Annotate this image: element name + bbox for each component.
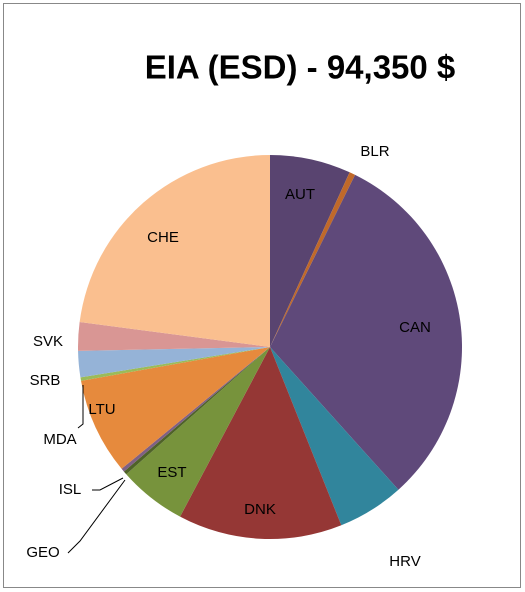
pie-slice (77, 322, 270, 351)
slice-label: CHE (147, 229, 179, 246)
leader-line (67, 479, 126, 554)
pie-slice (270, 174, 462, 490)
pie-slice (270, 155, 350, 347)
pie-slice (79, 155, 270, 347)
slice-label: SRB (30, 372, 61, 389)
slice-label: DNK (244, 501, 276, 518)
slice-label: ISL (59, 481, 82, 498)
slice-label: EST (157, 464, 186, 481)
pie-slice (81, 347, 270, 469)
leader-line (77, 385, 84, 429)
leader-line (92, 477, 124, 491)
pie-slice (180, 347, 342, 539)
pie-slice (270, 347, 399, 526)
slice-label: CAN (399, 319, 431, 336)
slice-label: LTU (88, 401, 115, 418)
chart-title: EIA (ESD) - 94,350 $ (145, 49, 456, 86)
slice-label: GEO (26, 544, 59, 561)
slice-label: MDA (43, 431, 76, 448)
pie-slice (270, 172, 356, 347)
slice-label: HRV (389, 553, 420, 570)
slice-label: SVK (33, 333, 63, 350)
pie-slice (121, 347, 270, 472)
slice-label: BLR (360, 143, 389, 160)
pie-slice (78, 347, 271, 378)
pie-slice (126, 347, 270, 517)
slice-label: AUT (285, 186, 315, 203)
pie-slice (123, 347, 270, 475)
pie-slice (80, 347, 270, 381)
